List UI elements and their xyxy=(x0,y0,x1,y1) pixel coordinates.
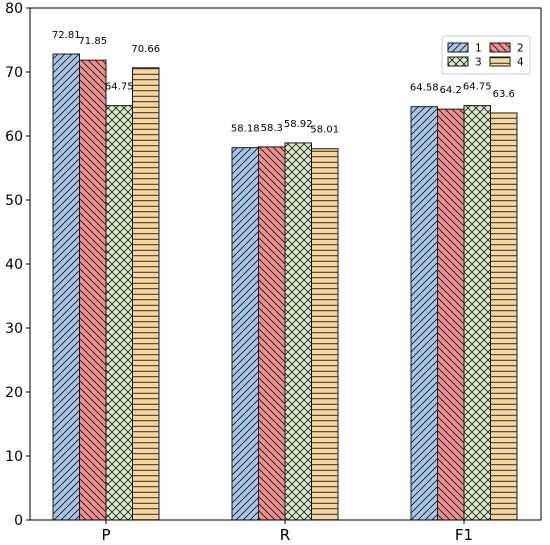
bar-hatch-3-R xyxy=(284,142,312,521)
bar-hatch-4-R xyxy=(311,148,339,521)
legend-swatch-hatch-2 xyxy=(489,42,511,53)
data-label: 58.01 xyxy=(310,125,339,136)
bar-hatch-2-R xyxy=(258,146,286,521)
bar-hatch-2-F1 xyxy=(437,108,465,521)
data-label: 64.2 xyxy=(440,85,462,96)
x-tick-label: R xyxy=(280,526,290,544)
x-tick-label: F1 xyxy=(455,526,473,544)
y-tick-label: 20 xyxy=(5,385,23,401)
data-label: 58.92 xyxy=(284,119,313,130)
y-tick-label: 50 xyxy=(5,193,23,209)
data-label: 58.18 xyxy=(231,124,260,135)
bar-hatch-4-F1 xyxy=(490,112,518,521)
y-tick-label: 60 xyxy=(5,129,23,145)
data-label: 64.58 xyxy=(410,83,439,94)
data-label: 72.81 xyxy=(52,30,81,41)
y-tick-label: 0 xyxy=(14,513,23,529)
legend-swatch-hatch-1 xyxy=(447,42,469,53)
bar-hatch-1-P xyxy=(52,53,80,521)
y-tick-label: 30 xyxy=(5,321,23,337)
legend-label-3: 3 xyxy=(475,57,482,69)
data-label: 63.6 xyxy=(493,89,515,100)
legend-swatch-hatch-3 xyxy=(447,56,469,67)
y-tick-label: 70 xyxy=(5,65,23,81)
y-tick-label: 40 xyxy=(5,257,23,273)
bar-hatch-3-P xyxy=(105,105,133,521)
legend-label-4: 4 xyxy=(517,57,524,69)
bar-hatch-1-R xyxy=(231,147,259,521)
legend-swatch-hatch-4 xyxy=(489,56,511,67)
bar-hatch-3-F1 xyxy=(463,105,491,521)
y-tick-label: 80 xyxy=(5,1,23,17)
data-label: 58.3 xyxy=(261,123,283,134)
data-label: 64.75 xyxy=(105,82,134,93)
x-tick-label: P xyxy=(101,526,110,544)
data-label: 70.66 xyxy=(131,44,160,55)
bar-hatch-4-P xyxy=(132,67,160,521)
bar-hatch-1-F1 xyxy=(410,106,438,521)
legend-label-2: 2 xyxy=(517,43,524,55)
data-label: 64.75 xyxy=(463,82,492,93)
bar-hatch-2-P xyxy=(79,59,107,521)
y-tick-label: 10 xyxy=(5,449,23,465)
legend-label-1: 1 xyxy=(475,43,482,55)
data-label: 71.85 xyxy=(78,36,107,47)
